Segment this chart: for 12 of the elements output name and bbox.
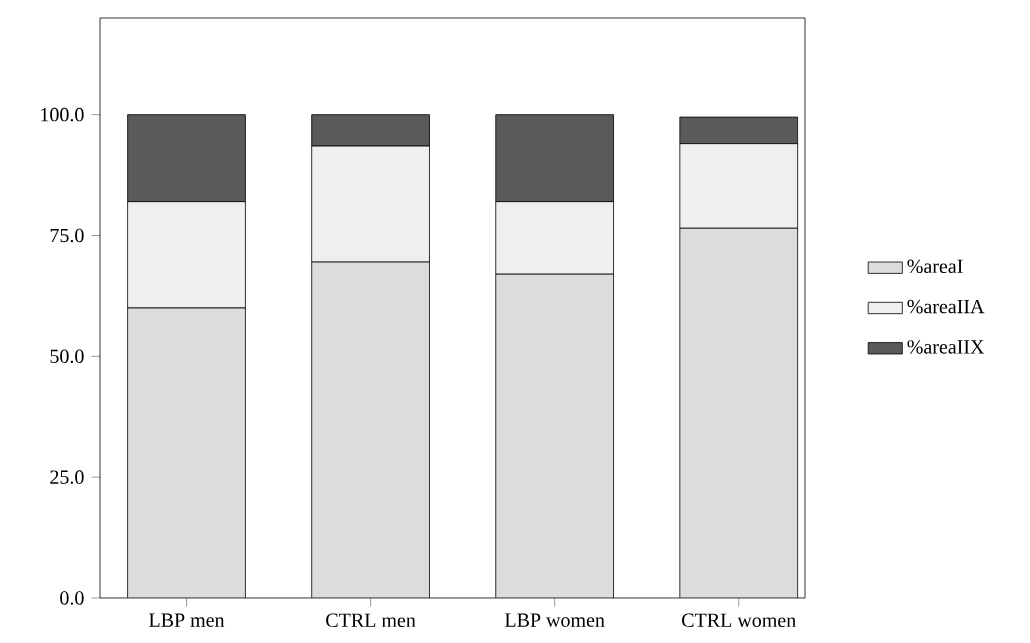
y-tick-label: 100.0 bbox=[41, 107, 84, 122]
legend-label: %areaIIA bbox=[907, 299, 985, 314]
x-tick-label: LBP men bbox=[149, 613, 225, 627]
x-tick-label: LBP women bbox=[504, 613, 605, 627]
x-tick-label: CTRL women bbox=[682, 613, 796, 628]
x-tick-label: CTRL men bbox=[326, 613, 416, 628]
y-tick-label: 0.0 bbox=[60, 591, 84, 605]
y-tick-label: 50.0 bbox=[50, 349, 84, 364]
legend-label: %areaIIX bbox=[907, 340, 985, 354]
y-tick-label: 25.0 bbox=[50, 470, 84, 484]
legend-label: %areaI bbox=[907, 259, 963, 274]
y-tick-label: 75.0 bbox=[50, 228, 84, 243]
